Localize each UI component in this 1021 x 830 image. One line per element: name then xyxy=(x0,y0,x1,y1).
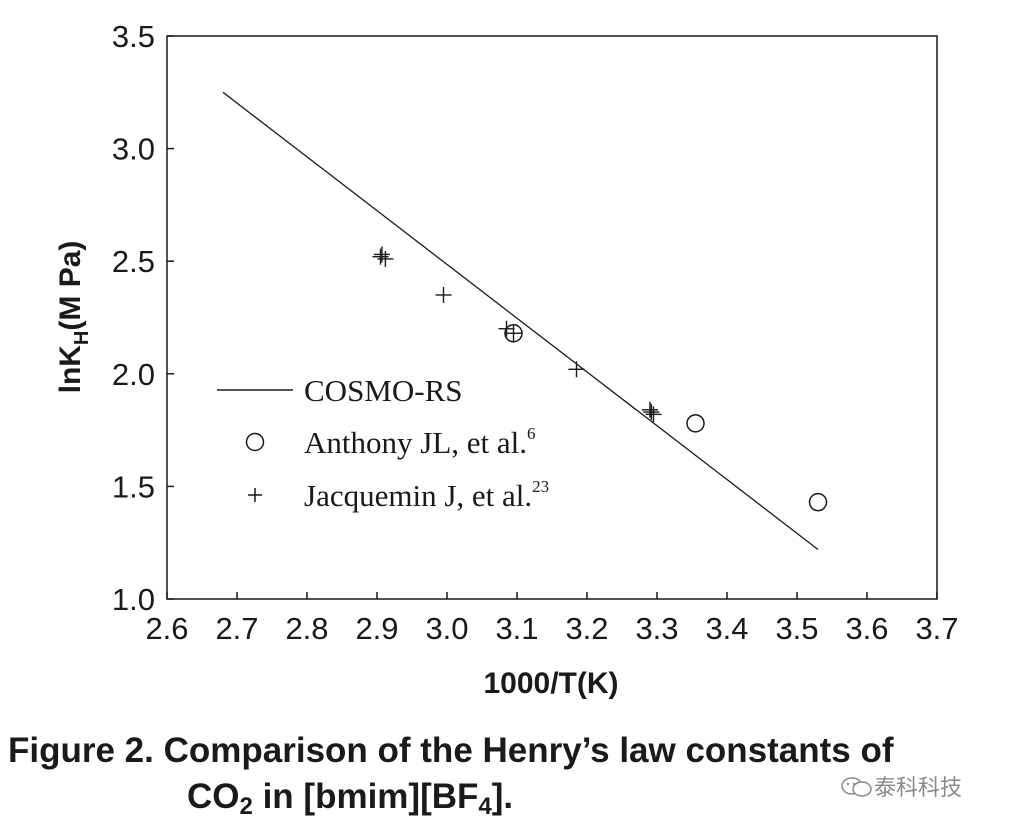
x-tick-label: 2.6 xyxy=(145,611,188,646)
y-axis-title-main: lnK xyxy=(54,345,87,394)
cosmo-rs-series xyxy=(222,91,819,550)
legend-plus-icon xyxy=(248,488,262,502)
jacquemin-point xyxy=(373,246,390,263)
caption-text-1: Comparison of the Henry’s law constants … xyxy=(163,731,894,770)
x-axis-ticks: 2.6 2.7 2.8 2.9 3.0 3.1 3.2 3.3 3.4 3.5 3.6 3.7 xyxy=(145,592,959,646)
y-axis-title: lnKH(M Pa) xyxy=(54,241,93,394)
x-tick-label: 3.4 xyxy=(705,611,748,646)
legend-label-cosmo: COSMO-RS xyxy=(304,373,463,408)
caption-sub-1: 2 xyxy=(239,793,253,820)
anthony-point xyxy=(504,324,523,343)
watermark-text: 泰科科技 xyxy=(874,776,963,801)
caption-text-2a: CO xyxy=(187,777,240,816)
jacquemin-point xyxy=(377,250,394,267)
x-tick-label: 3.7 xyxy=(915,611,958,646)
legend-circle-icon xyxy=(245,432,265,452)
wechat-icon xyxy=(841,777,872,797)
x-tick-label: 3.6 xyxy=(845,611,888,646)
caption-label: Figure 2. xyxy=(8,731,154,770)
legend: COSMO-RS Anthony JL, et al.6 Jacquemin J… xyxy=(217,373,549,513)
x-tick-label: 3.3 xyxy=(635,611,678,646)
legend-label-jacquemin-text: Jacquemin J, et al. xyxy=(304,478,532,513)
jacquemin-point xyxy=(643,404,660,421)
legend-label-anthony-text: Anthony JL, et al. xyxy=(304,425,527,460)
legend-label-anthony: Anthony JL, et al.6 xyxy=(304,424,536,460)
x-tick-label: 2.7 xyxy=(215,611,258,646)
x-tick-label: 3.5 xyxy=(775,611,818,646)
y-axis-title-unit: (M Pa) xyxy=(54,241,87,331)
caption-line-1: Figure 2. Comparison of the Henry’s law … xyxy=(8,728,1013,774)
y-tick-label: 1.0 xyxy=(112,582,155,617)
figure-caption: Figure 2. Comparison of the Henry’s law … xyxy=(8,728,1013,820)
x-tick-label: 2.9 xyxy=(355,611,398,646)
caption-text-2c: ]. xyxy=(491,777,514,816)
x-tick-label: 2.8 xyxy=(285,611,328,646)
caption-sub-2: 4 xyxy=(478,793,492,820)
jacquemin-point xyxy=(645,406,662,423)
y-axis-title-sub: H xyxy=(71,331,93,345)
y-tick-label: 3.5 xyxy=(112,19,155,54)
jacquemin-point xyxy=(642,401,658,418)
caption-line-2: CO2 in [bmim][BF4]. xyxy=(8,774,1013,820)
y-axis-ticks: 1.0 1.5 2.0 2.5 3.0 3.5 xyxy=(112,19,174,617)
cosmo-rs-line xyxy=(222,91,819,550)
x-tick-label: 3.2 xyxy=(565,611,608,646)
legend-label-jacquemin-sup: 23 xyxy=(532,477,549,496)
caption-text-2b: in [bmim][BF xyxy=(252,777,479,816)
watermark: 泰科科技 xyxy=(840,770,962,802)
jacquemin-point xyxy=(505,325,522,342)
y-tick-label: 3.0 xyxy=(112,132,155,167)
anthony-point xyxy=(808,492,828,512)
jacquemin-point xyxy=(435,286,452,303)
jacquemin-point xyxy=(568,361,585,378)
anthony-series xyxy=(504,324,828,512)
x-tick-label: 3.1 xyxy=(495,611,538,646)
plot-frame xyxy=(166,35,938,600)
chart: 2.6 2.7 2.8 2.9 3.0 3.1 3.2 3.3 3.4 3.5 3.6 3.7 1.0… xyxy=(54,19,959,700)
x-axis-title: 1000/T(K) xyxy=(483,667,618,700)
y-tick-label: 2.5 xyxy=(112,244,155,279)
legend-label-jacquemin: Jacquemin J, et al.23 xyxy=(304,477,549,513)
x-tick-label: 3.0 xyxy=(425,611,468,646)
plot-border xyxy=(166,35,938,600)
y-tick-label: 2.0 xyxy=(112,357,155,392)
legend-label-anthony-sup: 6 xyxy=(527,424,536,443)
jacquemin-series xyxy=(372,246,662,423)
y-tick-label: 1.5 xyxy=(112,469,155,504)
jacquemin-point xyxy=(372,248,389,265)
jacquemin-point xyxy=(498,320,515,337)
anthony-point xyxy=(686,414,705,433)
